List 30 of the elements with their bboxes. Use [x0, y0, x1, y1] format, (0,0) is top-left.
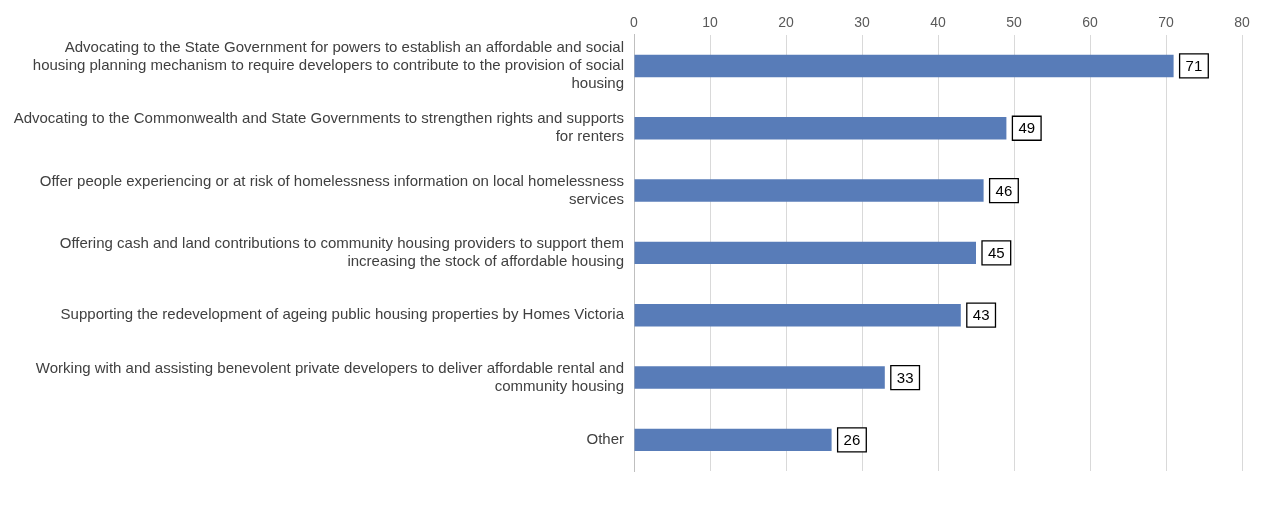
x-tick-label: 20: [778, 14, 794, 31]
data-label: 33: [896, 368, 914, 386]
y-tick-label: Offer people experiencing or at risk of homelessness information on local homelessness services: [39, 171, 624, 207]
data-label: 45: [988, 244, 1005, 262]
bar: [634, 179, 984, 202]
bar: [634, 241, 976, 265]
y-tick-label: Advocating to the Commonwealth and State Governments to strengthen rights and supports for renters: [13, 109, 624, 145]
data-label: 46: [995, 181, 1013, 199]
x-tick-label: 80: [1234, 14, 1250, 31]
x-tick-label: 0: [630, 14, 639, 31]
bar: [634, 117, 1007, 140]
x-tick-label: 50: [1006, 14, 1022, 31]
y-tick-label: Offering cash and land contributions to community housing providers to support them increasing the stock of affordable housing: [59, 234, 624, 270]
bar: [634, 428, 832, 452]
bar: [634, 304, 961, 327]
y-tick-label: Advocating to the State Government for powers to establish an affordable and social housing planning mechanism to require developers to contribute to the provision of social housing: [32, 38, 624, 92]
x-tick-label: 70: [1158, 14, 1174, 31]
x-tick-label: 30: [854, 14, 870, 31]
bar: [634, 54, 1174, 78]
y-tick-label: Supporting the redevelopment of ageing public housing properties by Homes Victoria: [60, 305, 625, 323]
y-tick-label: Other: [586, 429, 624, 447]
x-tick-label: 40: [930, 14, 946, 31]
data-label: 49: [1018, 119, 1036, 137]
x-tick-label: 60: [1082, 14, 1098, 31]
data-label: 43: [972, 306, 990, 324]
bar: [634, 366, 885, 389]
data-label: 26: [843, 430, 861, 448]
x-tick-label: 10: [702, 14, 718, 31]
y-tick-label: Working with and assisting benevolent private developers to deliver affordable rental and community housing: [35, 358, 624, 394]
data-label: 71: [1185, 57, 1203, 75]
